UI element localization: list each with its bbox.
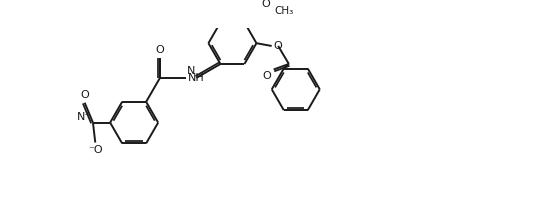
- Text: O: O: [262, 71, 271, 81]
- Text: O: O: [155, 45, 165, 55]
- Text: N: N: [187, 66, 195, 76]
- Text: ⁻O: ⁻O: [88, 145, 102, 155]
- Text: NH: NH: [188, 73, 205, 83]
- Text: O: O: [80, 90, 89, 100]
- Text: N⁺: N⁺: [77, 112, 92, 122]
- Text: O: O: [273, 41, 282, 51]
- Text: CH₃: CH₃: [275, 6, 294, 16]
- Text: O: O: [262, 0, 270, 9]
